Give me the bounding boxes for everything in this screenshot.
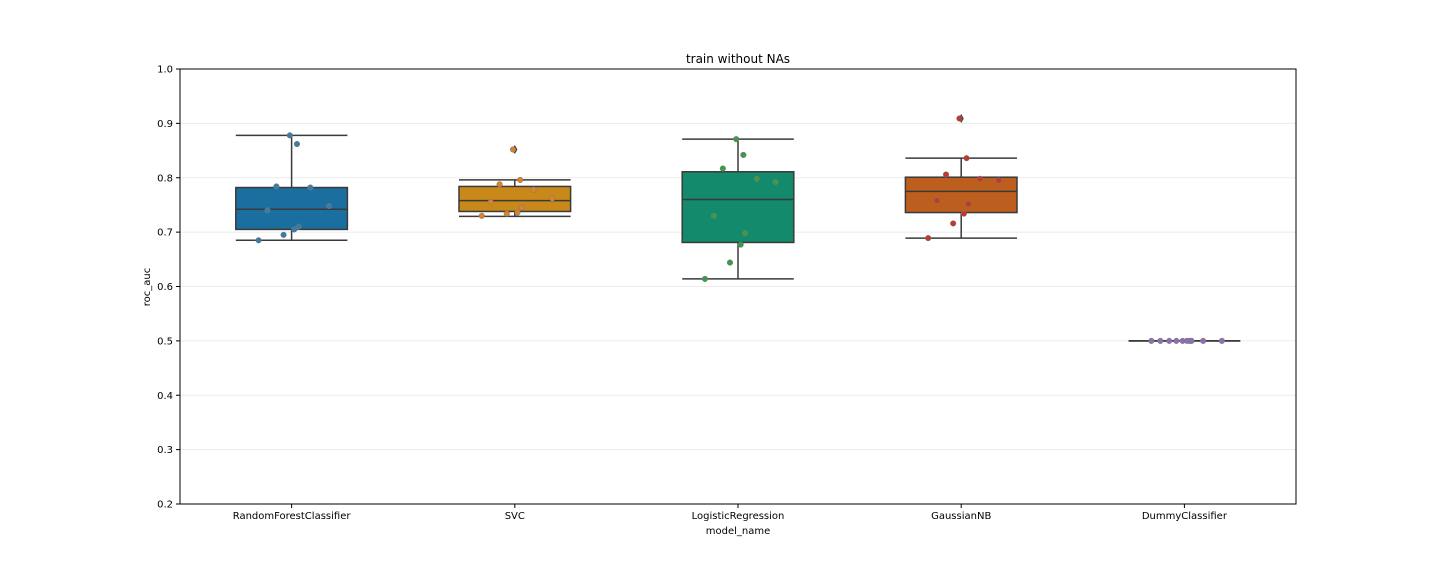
- data-point: [733, 136, 740, 143]
- data-point: [293, 140, 301, 148]
- points-RandomForestClassifier: [255, 132, 333, 244]
- data-point: [965, 200, 972, 207]
- data-point: [530, 186, 537, 193]
- x-tick-label: RandomForestClassifier: [233, 511, 352, 522]
- grid-lines: [180, 68, 1296, 505]
- data-point: [1200, 337, 1207, 344]
- data-point: [960, 210, 967, 217]
- data-point: [753, 175, 760, 182]
- data-point: [737, 241, 744, 248]
- data-point: [710, 212, 717, 219]
- data-point: [496, 181, 503, 188]
- data-point: [264, 207, 271, 214]
- points-SVC: [478, 146, 556, 219]
- box-SVC: [458, 144, 572, 218]
- y-tick-label: 0.9: [157, 119, 173, 130]
- data-point: [286, 132, 293, 139]
- data-point: [517, 176, 524, 183]
- data-point: [934, 197, 941, 204]
- data-point: [273, 183, 280, 190]
- data-point: [772, 179, 779, 186]
- data-point: [1148, 337, 1155, 344]
- points-layer: [255, 115, 1225, 344]
- data-point: [742, 230, 749, 237]
- boxes-layer: [235, 113, 1241, 342]
- points-DummyClassifier: [1148, 337, 1225, 344]
- data-point: [925, 235, 932, 242]
- x-tick-label: SVC: [505, 511, 525, 522]
- data-point: [295, 223, 302, 230]
- iqr-box: [904, 176, 1018, 214]
- box-RandomForestClassifier: [235, 134, 349, 242]
- y-tick-label: 1.0: [157, 65, 173, 76]
- y-axis-ticks: 0.2 0.3 0.4 0.5 0.6 0.7 0.8 0.9 1.0: [157, 65, 180, 511]
- box-LogisticRegression: [681, 138, 795, 280]
- data-point: [740, 151, 747, 158]
- data-point: [995, 177, 1002, 184]
- data-point: [976, 175, 983, 182]
- y-tick-label: 0.4: [157, 391, 173, 402]
- points-LogisticRegression: [701, 136, 779, 282]
- data-point: [942, 171, 950, 178]
- data-point: [514, 209, 521, 216]
- points-GaussianNB: [925, 115, 1002, 242]
- data-point: [326, 202, 333, 210]
- data-point: [726, 259, 734, 266]
- x-axis-ticks: RandomForestClassifier SVC LogisticRegress…: [233, 504, 1228, 522]
- x-tick-label: GaussianNB: [931, 511, 991, 522]
- y-axis-label: roc_auc: [142, 268, 153, 306]
- data-point: [291, 226, 298, 233]
- data-point: [963, 155, 970, 162]
- data-point: [950, 220, 957, 227]
- data-point: [307, 184, 314, 191]
- y-tick-label: 0.6: [157, 282, 173, 293]
- data-point: [478, 212, 485, 219]
- y-tick-label: 0.3: [157, 445, 173, 456]
- y-tick-label: 0.7: [157, 228, 173, 239]
- x-axis-label: model_name: [706, 526, 771, 537]
- data-point: [280, 231, 287, 238]
- x-tick-label: DummyClassifier: [1142, 511, 1228, 522]
- x-tick-label: LogisticRegression: [692, 511, 785, 522]
- data-point: [503, 210, 510, 217]
- data-point: [1166, 337, 1173, 344]
- y-tick-label: 0.5: [157, 336, 173, 347]
- data-point: [255, 237, 262, 244]
- data-point: [1157, 337, 1164, 344]
- data-point: [956, 115, 963, 122]
- data-point: [487, 199, 494, 206]
- data-point: [719, 165, 726, 172]
- chart-title: train without NAs: [686, 52, 790, 66]
- data-point: [549, 195, 556, 202]
- y-tick-label: 0.8: [157, 173, 173, 184]
- data-point: [509, 146, 517, 153]
- y-tick-label: 0.2: [157, 500, 173, 511]
- data-point: [701, 275, 709, 282]
- box-GaussianNB: [904, 113, 1018, 239]
- data-point: [1184, 337, 1191, 344]
- data-point: [1218, 337, 1225, 344]
- data-point: [1173, 337, 1180, 344]
- data-point: [518, 204, 525, 211]
